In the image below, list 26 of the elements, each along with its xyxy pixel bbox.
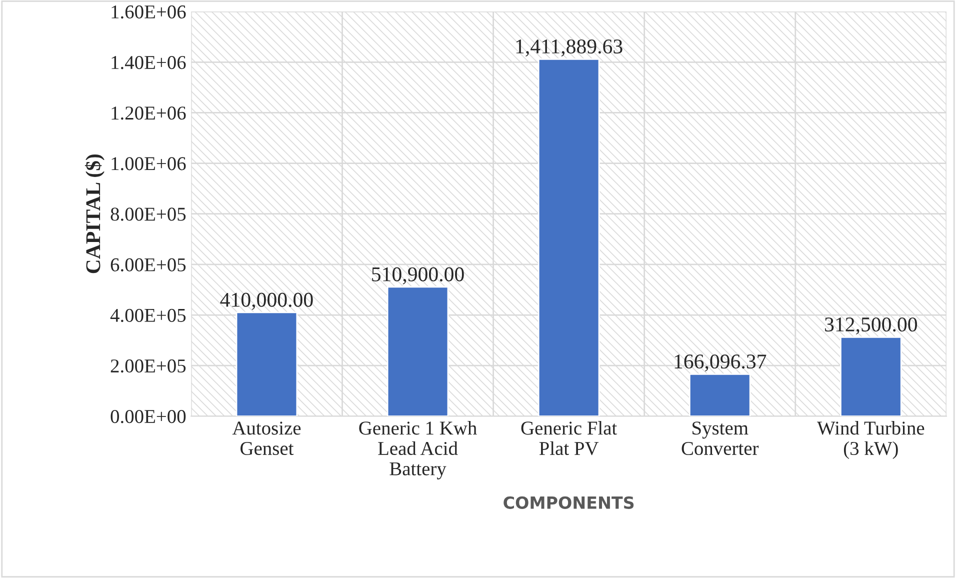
bar [236, 312, 298, 416]
data-label: 312,500.00 [825, 317, 917, 335]
y-tick-label: 1.60E+06 [112, 5, 186, 19]
x-tick-label: Generic Flat Plat PV [521, 421, 618, 456]
x-tick-label: Generic 1 Kwh Lead Acid Battery [359, 421, 477, 480]
x-tick-label: Autosize Genset [232, 422, 301, 456]
data-label: 410,000.00 [220, 292, 313, 310]
bar [538, 58, 600, 416]
x-tick-label: Wind Turbine (3 kW) [817, 421, 924, 459]
y-tick-label: 8.00E+05 [110, 208, 186, 221]
bar [386, 286, 449, 416]
y-tick-label: 1.40E+06 [112, 56, 186, 70]
x-axis-title: COMPONENTS [504, 496, 634, 509]
y-axis-title: CAPITAL ($) [84, 154, 104, 274]
y-tick-label: 1.00E+06 [112, 157, 186, 170]
data-label: 166,096.37 [674, 354, 766, 372]
data-label: 1,411,889.63 [516, 39, 622, 57]
y-tick-label: 0.00E+00 [110, 410, 186, 424]
bar [688, 373, 751, 416]
y-tick-label: 4.00E+05 [110, 308, 186, 322]
data-label: 510,900.00 [372, 267, 464, 284]
y-tick-label: 2.00E+05 [110, 359, 186, 373]
y-tick-label: 1.20E+06 [112, 106, 186, 120]
x-tick-label: System Converter [682, 422, 759, 456]
y-tick-label: 6.00E+05 [110, 258, 186, 272]
bar [840, 336, 902, 416]
